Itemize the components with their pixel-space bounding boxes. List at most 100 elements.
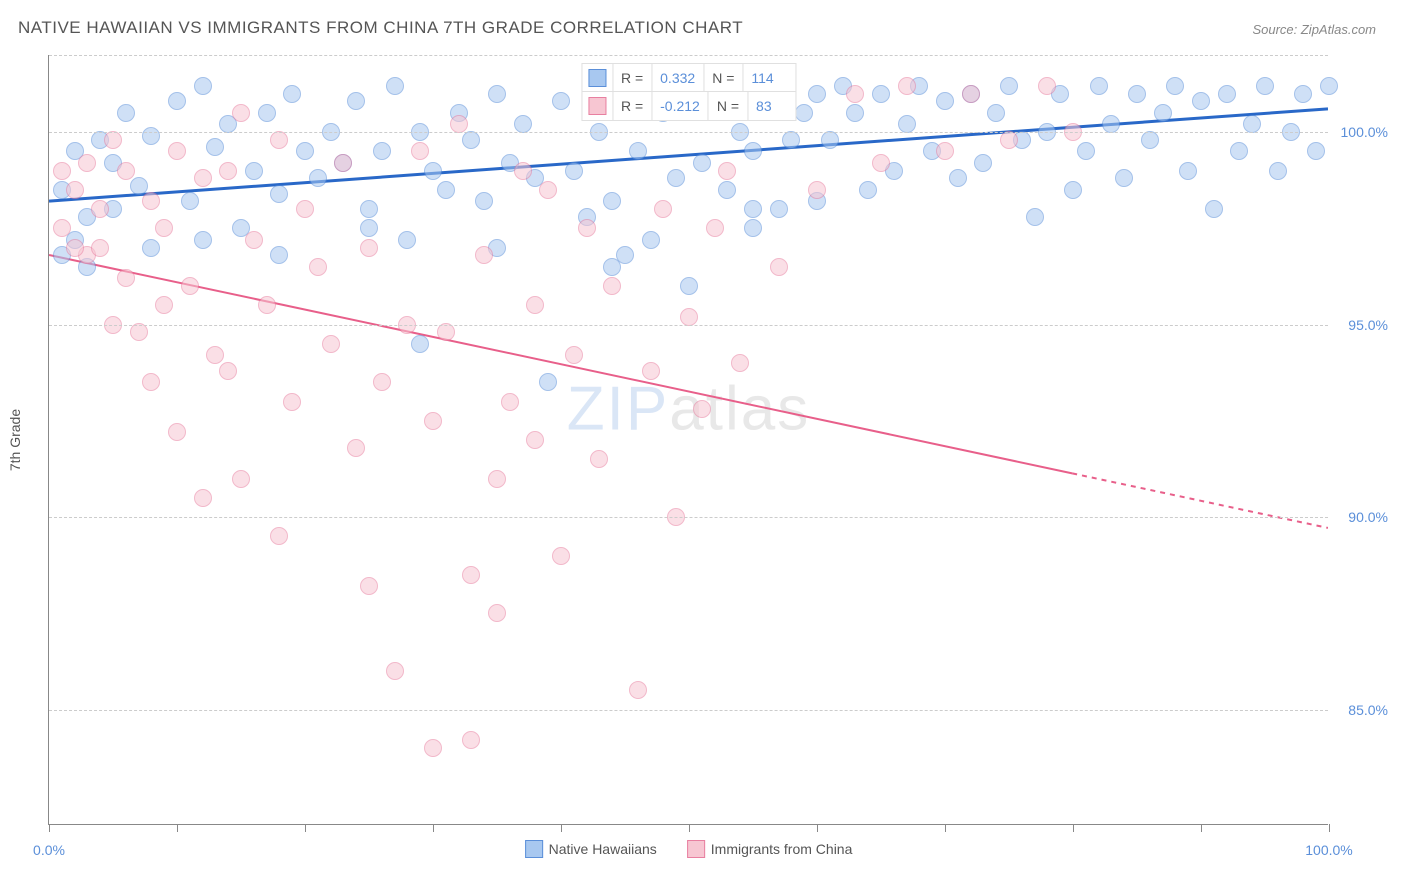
- scatter-point: [411, 142, 429, 160]
- scatter-point: [1026, 208, 1044, 226]
- scatter-point: [53, 162, 71, 180]
- stats-r-label-0: R =: [612, 64, 651, 91]
- scatter-point: [693, 154, 711, 172]
- scatter-point: [987, 104, 1005, 122]
- scatter-point: [168, 92, 186, 110]
- chart-plot-area: 7th Grade ZIPatlas R = 0.332 N = 114 R =…: [48, 55, 1328, 825]
- scatter-point: [667, 169, 685, 187]
- scatter-point: [283, 393, 301, 411]
- scatter-point: [462, 566, 480, 584]
- scatter-point: [398, 231, 416, 249]
- scatter-point: [66, 239, 84, 257]
- scatter-point: [181, 277, 199, 295]
- scatter-point: [552, 547, 570, 565]
- scatter-point: [411, 335, 429, 353]
- scatter-point: [770, 258, 788, 276]
- x-tick: [817, 824, 818, 832]
- scatter-point: [1038, 77, 1056, 95]
- stats-n-value-1: 83: [747, 92, 795, 120]
- stats-n-label-0: N =: [703, 64, 742, 91]
- scatter-point: [360, 577, 378, 595]
- scatter-point: [1090, 77, 1108, 95]
- scatter-point: [578, 219, 596, 237]
- scatter-point: [1218, 85, 1236, 103]
- scatter-point: [744, 219, 762, 237]
- scatter-point: [168, 142, 186, 160]
- watermark-atlas: atlas: [669, 374, 810, 443]
- scatter-point: [642, 231, 660, 249]
- gridline-h: [49, 55, 1328, 56]
- scatter-point: [603, 277, 621, 295]
- trend-line-solid: [49, 109, 1328, 201]
- scatter-point: [718, 162, 736, 180]
- scatter-point: [680, 308, 698, 326]
- scatter-point: [117, 269, 135, 287]
- y-tick-label: 95.0%: [1333, 317, 1388, 333]
- scatter-point: [373, 142, 391, 160]
- scatter-point: [846, 104, 864, 122]
- scatter-point: [1320, 77, 1338, 95]
- legend-label-0: Native Hawaiians: [549, 841, 657, 857]
- x-tick: [561, 824, 562, 832]
- scatter-point: [347, 92, 365, 110]
- scatter-point: [475, 246, 493, 264]
- gridline-h: [49, 517, 1328, 518]
- scatter-point: [898, 77, 916, 95]
- scatter-point: [565, 346, 583, 364]
- scatter-point: [526, 296, 544, 314]
- legend-swatch-1: [687, 840, 705, 858]
- stats-swatch-0: [588, 69, 606, 87]
- scatter-point: [142, 127, 160, 145]
- x-tick: [1201, 824, 1202, 832]
- scatter-point: [142, 373, 160, 391]
- scatter-point: [462, 131, 480, 149]
- scatter-point: [462, 731, 480, 749]
- scatter-point: [872, 154, 890, 172]
- stats-r-value-0: 0.332: [651, 64, 703, 91]
- scatter-point: [1128, 85, 1146, 103]
- y-tick-label: 90.0%: [1333, 509, 1388, 525]
- scatter-point: [846, 85, 864, 103]
- scatter-point: [936, 142, 954, 160]
- chart-title: NATIVE HAWAIIAN VS IMMIGRANTS FROM CHINA…: [18, 18, 743, 38]
- scatter-point: [782, 131, 800, 149]
- scatter-point: [1269, 162, 1287, 180]
- scatter-point: [296, 200, 314, 218]
- x-tick: [689, 824, 690, 832]
- scatter-point: [629, 681, 647, 699]
- scatter-point: [117, 162, 135, 180]
- stats-n-label-1: N =: [708, 92, 747, 120]
- scatter-point: [1077, 142, 1095, 160]
- legend-item-1: Immigrants from China: [687, 840, 853, 858]
- x-tick-label: 0.0%: [33, 842, 65, 858]
- scatter-point: [936, 92, 954, 110]
- trend-line-dashed: [1072, 473, 1328, 528]
- scatter-point: [1256, 77, 1274, 95]
- scatter-point: [539, 373, 557, 391]
- scatter-point: [1115, 169, 1133, 187]
- source-label: Source: ZipAtlas.com: [1252, 22, 1376, 37]
- scatter-point: [168, 423, 186, 441]
- scatter-point: [514, 162, 532, 180]
- stats-n-value-0: 114: [742, 64, 790, 91]
- scatter-point: [66, 181, 84, 199]
- scatter-point: [424, 739, 442, 757]
- scatter-point: [616, 246, 634, 264]
- scatter-point: [1243, 115, 1261, 133]
- x-tick: [433, 824, 434, 832]
- y-tick-label: 85.0%: [1333, 702, 1388, 718]
- scatter-point: [1064, 181, 1082, 199]
- scatter-point: [680, 277, 698, 295]
- scatter-point: [258, 296, 276, 314]
- scatter-point: [642, 362, 660, 380]
- stats-r-value-1: -0.212: [651, 92, 708, 120]
- scatter-point: [360, 219, 378, 237]
- scatter-point: [872, 85, 890, 103]
- scatter-point: [654, 200, 672, 218]
- scatter-point: [706, 219, 724, 237]
- y-axis-label: 7th Grade: [7, 408, 23, 470]
- scatter-point: [424, 412, 442, 430]
- scatter-point: [219, 162, 237, 180]
- legend-bottom: Native Hawaiians Immigrants from China: [525, 840, 853, 858]
- legend-swatch-0: [525, 840, 543, 858]
